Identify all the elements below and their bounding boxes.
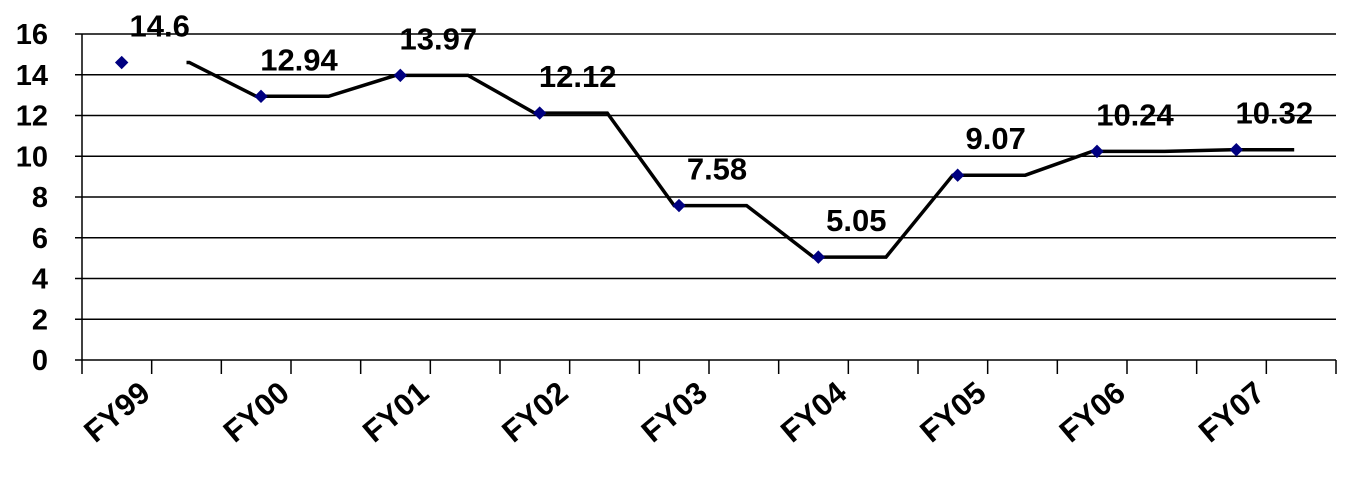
data-point-marker <box>811 250 826 264</box>
y-axis: 0 2 4 6 8 10 12 14 16 <box>16 19 83 377</box>
data-label: 9.07 <box>965 121 1025 156</box>
data-label: 10.24 <box>1096 97 1174 132</box>
data-label: 14.6 <box>129 9 189 44</box>
data-point-marker <box>254 89 268 104</box>
data-label: 12.94 <box>260 42 338 77</box>
y-tick-label: 4 <box>32 264 48 296</box>
x-tick-label: FY02 <box>495 375 574 449</box>
data-labels: 14.6 12.94 13.97 12.12 7.58 5.05 9.07 10.24 10.3… <box>129 9 1313 239</box>
y-tick-label: 8 <box>32 182 48 214</box>
y-tick-label: 12 <box>16 101 48 133</box>
y-tick-label: 6 <box>32 223 48 255</box>
data-label: 7.58 <box>687 152 747 187</box>
x-tick-label: FY05 <box>913 375 992 449</box>
data-point-marker <box>114 55 129 70</box>
data-label: 13.97 <box>400 21 478 56</box>
series-group <box>114 55 1295 264</box>
y-tick-label: 14 <box>16 60 48 92</box>
x-tick-label: FY99 <box>77 375 156 449</box>
y-tick-label: 2 <box>32 304 48 336</box>
data-point-marker <box>672 198 686 213</box>
y-tick-label: 10 <box>16 141 48 173</box>
series-line <box>186 60 1295 259</box>
data-label: 12.12 <box>539 59 617 94</box>
x-tick-label: FY07 <box>1192 375 1271 449</box>
x-axis: FY99 FY00 FY01 FY02 FY03 FY04 FY05 FY06 FY07 <box>77 359 1337 449</box>
data-point-marker <box>950 168 965 182</box>
data-label: 10.32 <box>1236 96 1314 131</box>
y-tick-label: 0 <box>32 345 48 377</box>
x-tick-label: FY04 <box>774 374 854 449</box>
data-point-marker <box>393 68 408 83</box>
data-point-marker <box>1229 143 1244 157</box>
data-label: 5.05 <box>826 203 886 238</box>
data-point-marker <box>1090 144 1104 159</box>
x-tick-label: FY00 <box>217 375 296 449</box>
gridlines <box>82 33 1336 320</box>
x-tick-label: FY06 <box>1053 375 1132 449</box>
data-point-marker <box>532 106 547 120</box>
x-tick-label: FY01 <box>356 375 435 449</box>
x-tick-label: FY03 <box>635 375 714 449</box>
y-tick-label: 16 <box>16 19 48 51</box>
